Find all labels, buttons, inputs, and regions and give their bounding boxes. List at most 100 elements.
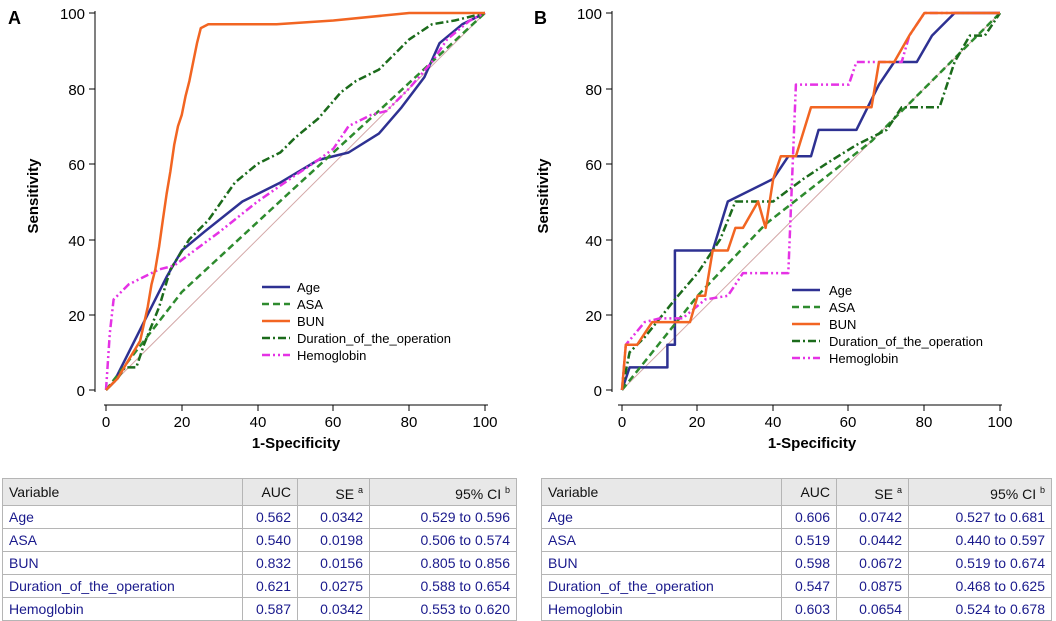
panel-b-y-tick-label: 60 — [585, 157, 602, 174]
panel-b-y-tick: 80 — [585, 82, 612, 99]
legend-label: ASA — [829, 300, 855, 315]
legend-entry-hemoglobin: Hemoglobin — [262, 348, 366, 363]
panel-a-y-tick-label: 20 — [68, 308, 85, 325]
cell-ci: 0.529 to 0.596 — [369, 505, 517, 529]
table-row: Duration_of_the_operation 0.547 0.0875 0.46… — [541, 574, 1052, 598]
legend-label: Hemoglobin — [829, 351, 898, 366]
legend-label: Duration_of_the_operation — [297, 331, 451, 346]
header-auc: AUC — [242, 478, 298, 506]
cell-auc: 0.540 — [242, 528, 298, 552]
panel-a: A Sensitivity 1-Specificity 0 20 40 60 8… — [8, 6, 498, 452]
cell-auc: 0.606 — [781, 505, 837, 529]
header-se-sup: a — [896, 485, 902, 495]
cell-ci: 0.440 to 0.597 — [908, 528, 1052, 552]
panel-a-y-tick: 0 — [77, 383, 95, 400]
table-row: Age 0.562 0.0342 0.529 to 0.596 — [2, 505, 517, 529]
cell-variable: Age — [2, 505, 243, 529]
panel-b-y-tick-label: 20 — [585, 308, 602, 325]
panel-b-legend: Age ASA BUN Duration_of_the_operation He… — [792, 283, 983, 366]
table-row: Hemoglobin 0.603 0.0654 0.524 to 0.678 — [541, 597, 1052, 621]
legend-entry-hemoglobin: Hemoglobin — [792, 351, 898, 366]
cell-auc: 0.519 — [781, 528, 837, 552]
cell-ci: 0.527 to 0.681 — [908, 505, 1052, 529]
table-row: Duration_of_the_operation 0.621 0.0275 0.58… — [2, 574, 517, 598]
roc-curve-bun — [105, 11, 485, 391]
legend-entry-bun: BUN — [262, 314, 324, 329]
roc-curve-asa — [105, 12, 486, 391]
cell-se: 0.0275 — [297, 574, 370, 598]
legend-label: Age — [829, 283, 852, 298]
cell-variable: Hemoglobin — [541, 597, 782, 621]
legend-entry-asa: ASA — [262, 297, 323, 312]
panel-a-y-tick-label: 100 — [60, 6, 85, 23]
cell-ci: 0.519 to 0.674 — [908, 551, 1052, 575]
cell-ci: 0.524 to 0.678 — [908, 597, 1052, 621]
panel-a-x-tick-label: 80 — [401, 414, 418, 431]
panel-a-x-tick-label: 20 — [174, 414, 191, 431]
header-auc: AUC — [781, 478, 837, 506]
legend-label: Duration_of_the_operation — [829, 334, 983, 349]
panel-a-x-tick: 40 — [250, 405, 266, 431]
header-ci: 95% CI b — [908, 478, 1052, 506]
roc-curve-duration-of-the-operation — [105, 11, 486, 391]
panel-b-y-tick: 60 — [585, 157, 612, 174]
cell-ci: 0.588 to 0.654 — [369, 574, 517, 598]
roc-curve-reference — [105, 12, 486, 391]
legend-entry-bun: BUN — [792, 317, 856, 332]
cell-se: 0.0742 — [836, 505, 909, 529]
cell-auc: 0.547 — [781, 574, 837, 598]
panel-a-y-axis-label: Sensitivity — [25, 158, 42, 234]
panel-b-y-axis-label: Sensitivity — [535, 158, 552, 234]
header-variable: Variable — [2, 478, 243, 506]
legend-label: Age — [297, 280, 320, 295]
panel-a-x-tick: 60 — [325, 405, 341, 431]
cell-se: 0.0198 — [297, 528, 370, 552]
panel-a-legend: Age ASA BUN Duration_of_the_operation He… — [262, 280, 451, 363]
cell-ci: 0.553 to 0.620 — [369, 597, 517, 621]
cell-auc: 0.621 — [242, 574, 298, 598]
auc-table-b: Variable AUC SE a 95% CI b Age 0.606 0.074… — [541, 478, 1052, 621]
cell-ci: 0.805 to 0.856 — [369, 551, 517, 575]
table-header-row: Variable AUC SE a 95% CI b — [2, 478, 517, 506]
panel-b-curves — [620, 11, 1002, 391]
table-row: Age 0.606 0.0742 0.527 to 0.681 — [541, 505, 1052, 529]
cell-auc: 0.832 — [242, 551, 298, 575]
panel-a-y-tick-label: 0 — [77, 383, 85, 400]
panel-b: B Sensitivity 1-Specificity 0 20 40 60 8… — [534, 6, 1013, 452]
legend-entry-duration: Duration_of_the_operation — [262, 331, 451, 346]
legend-entry-duration: Duration_of_the_operation — [792, 334, 983, 349]
cell-variable: Duration_of_the_operation — [541, 574, 782, 598]
panel-b-x-axis-label: 1-Specificity — [768, 435, 857, 452]
legend-entry-age: Age — [792, 283, 852, 298]
panel-b-y-tick: 0 — [594, 383, 612, 400]
panel-b-y-tick-label: 40 — [585, 233, 602, 250]
panel-a-y-tick: 40 — [68, 233, 95, 250]
panel-a-x-tick: 100 — [472, 405, 498, 431]
panel-b-x-tick-label: 40 — [765, 414, 782, 431]
roc-figure: A Sensitivity 1-Specificity 0 20 40 60 8… — [8, 6, 1013, 452]
panel-b-letter: B — [534, 8, 547, 28]
panel-b-y-tick: 40 — [585, 233, 612, 250]
table-row: BUN 0.832 0.0156 0.805 to 0.856 — [2, 551, 517, 575]
panel-a-x-axis-label: 1-Specificity — [252, 435, 341, 452]
panel-b-y-tick: 20 — [585, 308, 612, 325]
cell-variable: ASA — [541, 528, 782, 552]
legend-label: Hemoglobin — [297, 348, 366, 363]
header-se: SE a — [297, 478, 370, 506]
panel-a-x-tick-label: 0 — [102, 414, 110, 431]
panel-b-x-tick: 60 — [840, 405, 856, 431]
cell-se: 0.0342 — [297, 505, 370, 529]
panel-a-y-tick-label: 80 — [68, 82, 85, 99]
table-row: ASA 0.540 0.0198 0.506 to 0.574 — [2, 528, 517, 552]
header-ci-text: 95% CI — [990, 486, 1037, 502]
panel-a-y-tick-label: 40 — [68, 233, 85, 250]
header-se: SE a — [836, 478, 909, 506]
panel-b-y-tick: 100 — [577, 6, 612, 23]
panel-a-x-tick: 80 — [401, 405, 418, 431]
legend-entry-age: Age — [262, 280, 320, 295]
cell-se: 0.0442 — [836, 528, 909, 552]
panel-b-x-tick-label: 100 — [987, 414, 1012, 431]
cell-ci: 0.468 to 0.625 — [908, 574, 1052, 598]
cell-se: 0.0654 — [836, 597, 909, 621]
header-se-text: SE — [335, 486, 355, 502]
